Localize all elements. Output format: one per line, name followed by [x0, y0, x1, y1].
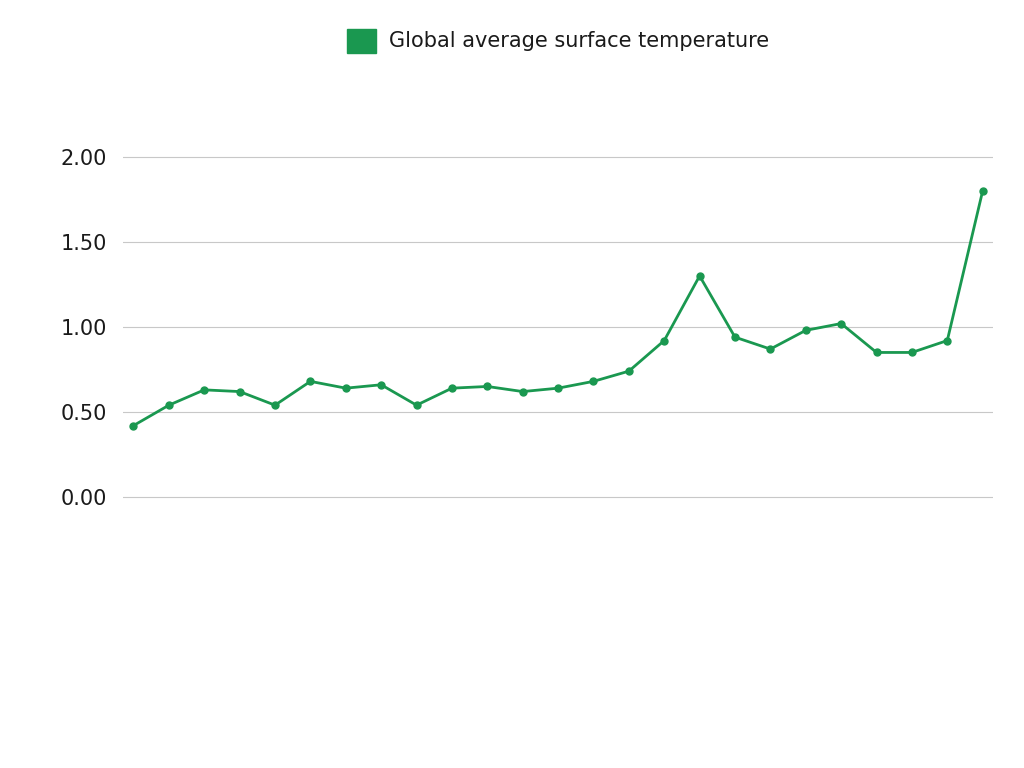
Legend: Global average surface temperature: Global average surface temperature	[347, 28, 769, 52]
